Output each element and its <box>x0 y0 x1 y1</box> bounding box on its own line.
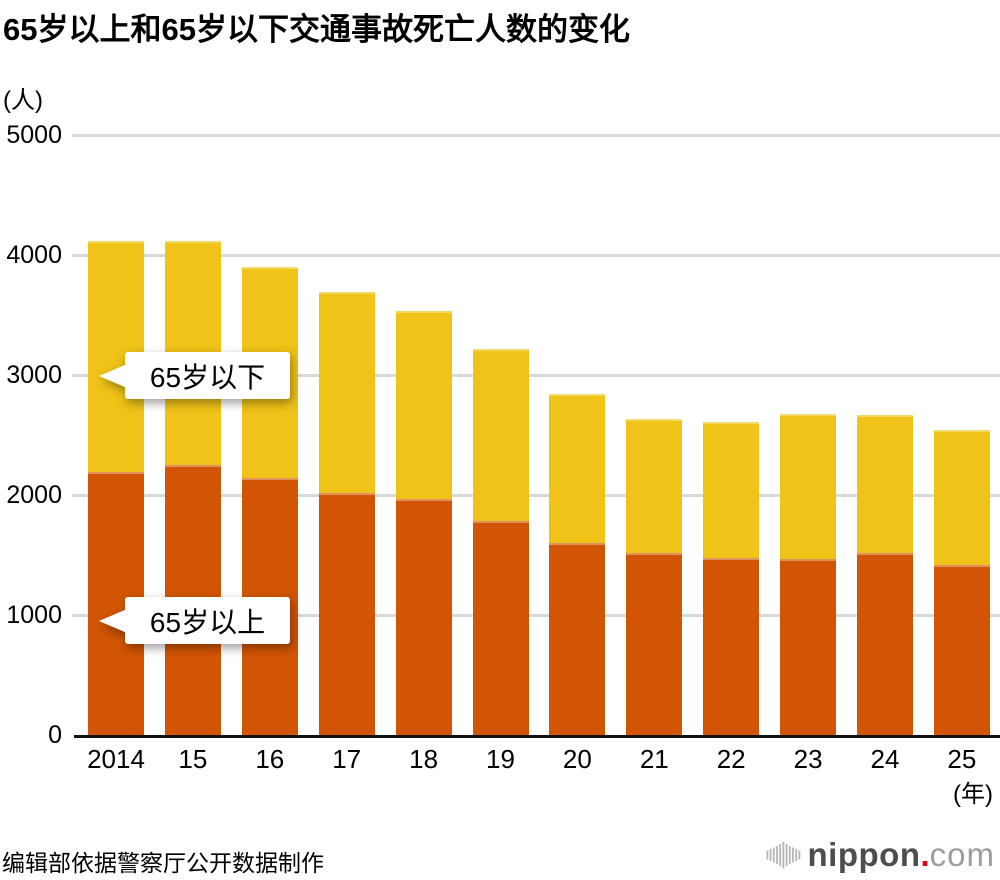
bar-over65-cap <box>933 564 990 567</box>
x-tick-label-20: 20 <box>562 744 592 774</box>
bar-over65-cap <box>472 521 529 524</box>
nippon-logo-icon <box>766 841 800 869</box>
bar-under65-20 <box>549 394 606 544</box>
x-tick-label-23: 23 <box>793 744 823 774</box>
bar-under65-17 <box>318 291 375 493</box>
y-tick-label-2000: 2000 <box>6 481 62 509</box>
callout-over65-label: 65岁以上 <box>149 606 266 638</box>
bar-over65-cap <box>549 543 606 546</box>
bar-over65-20 <box>549 543 606 735</box>
bar-over65-cap <box>626 552 683 555</box>
bar-under65-cap <box>626 418 683 421</box>
bar-under65-24 <box>857 415 913 554</box>
bar-over65-22 <box>703 558 760 735</box>
x-axis-line <box>74 735 1000 738</box>
y-tick-label-3000: 3000 <box>6 361 62 389</box>
bar-over65-cap <box>395 499 452 502</box>
x-tick-label-2014: 2014 <box>87 744 145 774</box>
bar-over65-17 <box>318 492 375 735</box>
bar-under65-25 <box>933 430 990 565</box>
bar-under65-cap <box>472 349 529 352</box>
bar-under65-23 <box>780 413 837 560</box>
bar-under65-cap <box>857 415 913 418</box>
x-tick-label-17: 17 <box>332 744 362 774</box>
bar-under65-cap <box>549 394 606 397</box>
bar-under65-18 <box>395 311 452 500</box>
bar-over65-18 <box>395 499 452 735</box>
x-tick-label-15: 15 <box>178 744 208 774</box>
bar-under65-cap <box>164 240 221 243</box>
bar-over65-cap <box>318 492 375 495</box>
bar-under65-cap <box>395 311 452 314</box>
x-axis-unit-label: (年) <box>953 781 993 808</box>
gridline-2000 <box>72 493 1000 497</box>
bar-over65-cap <box>241 478 298 481</box>
bar-under65-cap <box>88 241 144 244</box>
x-tick-label-21: 21 <box>639 744 669 774</box>
y-tick-label-4000: 4000 <box>6 241 62 269</box>
bar-under65-cap <box>933 430 990 433</box>
bar-under65-21 <box>626 418 683 553</box>
x-tick-label-22: 22 <box>716 744 746 774</box>
bar-over65-25 <box>933 564 990 735</box>
x-tick-label-19: 19 <box>486 744 515 774</box>
x-tick-label-18: 18 <box>409 744 439 774</box>
bar-under65-cap <box>780 413 837 416</box>
bar-under65-19 <box>472 349 529 522</box>
x-tick-label-24: 24 <box>870 744 900 774</box>
callout-over65: 65岁以上 <box>125 597 290 644</box>
gridline-5000 <box>72 133 1000 137</box>
page-title: 65岁以上和65岁以下交通事故死亡人数的变化 <box>3 12 630 47</box>
y-tick-label-1000: 1000 <box>6 601 62 629</box>
x-tick-label-16: 16 <box>255 744 285 774</box>
source-note: 编辑部依据警察厅公开数据制作 <box>2 850 324 876</box>
callout-under65-label: 65岁以下 <box>149 361 266 393</box>
gridline-1000 <box>72 613 1000 617</box>
bar-over65-24 <box>857 553 913 735</box>
bar-over65-cap <box>164 465 221 468</box>
bar-over65-19 <box>472 521 529 735</box>
callout-under65: 65岁以下 <box>125 352 290 399</box>
y-tick-label-0: 0 <box>48 721 62 749</box>
gridline-4000 <box>72 253 1000 257</box>
bar-over65-cap <box>88 471 144 474</box>
y-axis-unit-label: (人) <box>3 87 43 114</box>
nippon-logo-text-light: com <box>929 836 995 873</box>
bar-over65-cap <box>857 553 913 556</box>
bar-over65-cap <box>703 558 760 561</box>
bar-under65-cap <box>318 291 375 294</box>
x-tick-label-25: 25 <box>947 744 977 774</box>
nippon-logo[interactable]: nippon. com <box>766 834 995 876</box>
bar-under65-cap <box>703 421 760 424</box>
bar-over65-21 <box>626 552 683 735</box>
plot-area: 0 1000 2000 3000 4000 5000 <box>0 122 1000 748</box>
bar-under65-22 <box>703 421 760 559</box>
gridline-3000 <box>72 373 1000 377</box>
nippon-logo-dot: . <box>920 836 930 873</box>
bar-over65-23 <box>780 559 837 735</box>
nippon-logo-text-bold: nippon <box>807 836 921 873</box>
bar-over65-cap <box>780 559 837 562</box>
bar-under65-cap <box>241 266 298 269</box>
y-tick-label-5000: 5000 <box>6 121 62 149</box>
